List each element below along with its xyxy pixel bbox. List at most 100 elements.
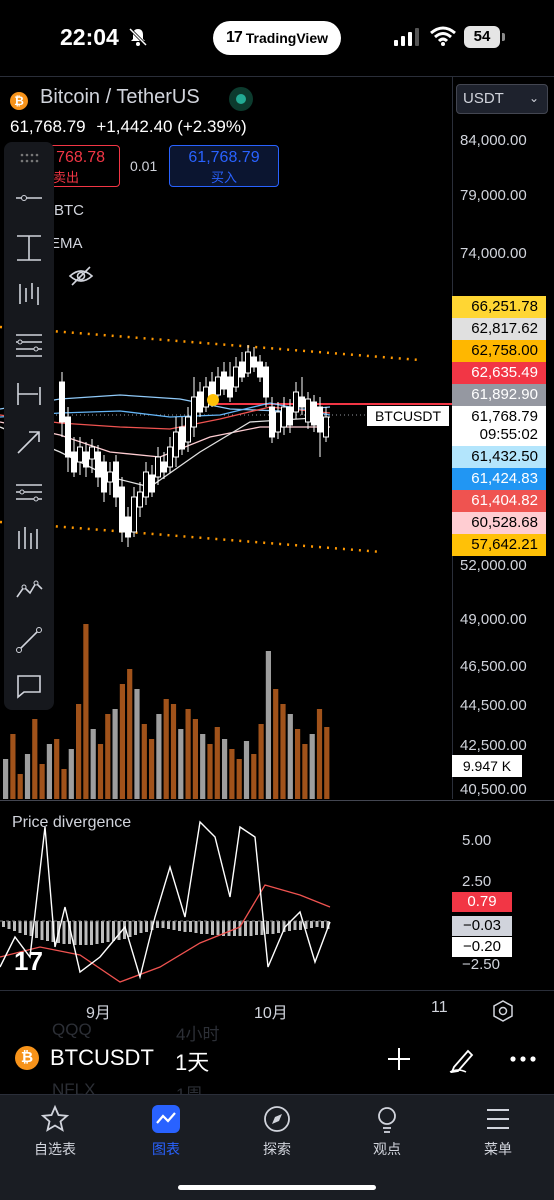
price-tag: 61,404.82 — [452, 490, 546, 512]
measure-tool-icon[interactable] — [9, 374, 49, 414]
volume-bars — [3, 624, 330, 799]
candle-body — [299, 396, 305, 408]
tab-menu[interactable]: 菜单 — [463, 1103, 533, 1159]
candle-body — [221, 371, 227, 390]
candle-body — [245, 351, 251, 374]
oscillator-axis-label: 2.50 — [462, 873, 492, 890]
fib-tool-icon[interactable] — [9, 324, 49, 364]
volume-bar — [236, 759, 242, 799]
candle-body — [179, 426, 185, 450]
price-tag: 61,432.50 — [452, 446, 546, 468]
eye-hidden-icon[interactable] — [68, 264, 94, 288]
candle-body — [311, 401, 317, 426]
candle-body — [203, 386, 209, 408]
volume-bar — [163, 699, 169, 799]
candle-body — [215, 376, 221, 396]
oscillator-bar — [7, 921, 11, 929]
oscillator-bar — [282, 921, 286, 932]
volume-bar — [54, 739, 60, 799]
buy-button[interactable]: 61,768.79 买入 — [169, 145, 279, 187]
oscillator-bar — [238, 921, 242, 936]
oscillator-bar — [79, 921, 82, 945]
oscillator-bar — [216, 921, 220, 935]
price-tag: 66,251.78 — [452, 296, 546, 318]
oscillator-bar — [95, 921, 99, 944]
oscillator-bar — [321, 921, 324, 928]
candles — [59, 345, 329, 547]
volume-bar — [112, 709, 118, 799]
oscillator-bar — [200, 921, 203, 934]
oscillator-bar — [315, 921, 319, 927]
oscillator-bar — [304, 921, 308, 929]
volume-bar — [207, 744, 213, 799]
sell-button[interactable]: 768.78 卖出 — [40, 145, 120, 187]
divider — [0, 76, 554, 77]
tab-chart[interactable]: 图表 — [131, 1103, 201, 1159]
volume-legend[interactable]: BTC — [54, 202, 84, 219]
symbol-title[interactable]: Bitcoin / TetherUS — [40, 86, 200, 108]
oscillator-bar — [211, 921, 214, 935]
symbol-price-tag: BTCUSDT — [366, 405, 450, 427]
interval-button[interactable]: 1天 — [175, 1050, 210, 1075]
vertical-line-tool-icon[interactable] — [9, 228, 49, 268]
volume-bar — [316, 709, 323, 799]
oscillator-main-line — [0, 820, 331, 980]
oscillator-bar — [288, 921, 291, 931]
bitcoin-icon: ₿ — [10, 92, 28, 110]
app-pill[interactable]: 17 TradingView — [213, 21, 341, 55]
oscillator-bar — [139, 921, 143, 933]
candle-body — [263, 366, 269, 398]
comment-tool-icon[interactable] — [9, 666, 49, 706]
candle-body — [287, 406, 293, 426]
candle-body — [323, 416, 329, 438]
oscillator-tag: −0.03 — [452, 916, 512, 936]
tab-watchlist[interactable]: 自选表 — [20, 1103, 90, 1159]
position-tool-icon[interactable] — [9, 472, 49, 512]
pattern-tool-icon[interactable] — [9, 570, 49, 610]
pen-icon[interactable] — [447, 1044, 477, 1074]
volume-bar — [258, 724, 264, 799]
pane-divider[interactable] — [0, 800, 554, 801]
candle-body — [269, 406, 275, 438]
oscillator-plot — [0, 820, 331, 983]
candle-body — [131, 496, 137, 533]
volume-bar — [265, 651, 271, 799]
price-summary: 61,768.79 +1,442.40 (+2.39%) — [10, 117, 247, 137]
time-axis-label: 11 — [431, 999, 448, 1016]
trend-line-tool-icon[interactable] — [9, 620, 49, 660]
arrow-tool-icon[interactable] — [9, 422, 49, 462]
candle-body — [119, 486, 125, 533]
candles-tool-icon[interactable] — [9, 274, 49, 314]
tab-ideas[interactable]: 观点 — [352, 1103, 422, 1159]
oscillator-bar — [271, 921, 275, 934]
menu-icon — [487, 1109, 509, 1129]
ghost-row-text: QQQ — [52, 1020, 92, 1039]
bitcoin-icon: ₿ — [15, 1046, 39, 1070]
plus-icon[interactable] — [384, 1044, 414, 1074]
volume-bar — [3, 759, 9, 799]
signal-icon — [394, 28, 419, 46]
volume-bar — [243, 741, 250, 799]
oscillator-bar — [101, 921, 104, 943]
currency-select[interactable]: USDT ⌄ — [456, 84, 548, 114]
symbol-search-button[interactable]: BTCUSDT — [50, 1045, 154, 1070]
volume-bar — [156, 714, 162, 799]
time-axis[interactable]: 9月 10月 11 — [0, 990, 554, 1028]
horizontal-line-tool-icon[interactable] — [9, 178, 49, 218]
price-tag: 57,642.21 — [452, 534, 546, 556]
price-axis-label: 79,000.00 — [460, 187, 527, 204]
gear-icon[interactable] — [492, 1000, 514, 1022]
indicators-tool-icon[interactable] — [9, 518, 49, 558]
oscillator-title[interactable]: Price divergence — [12, 814, 132, 831]
oscillator-bar — [222, 921, 225, 936]
candle-body — [197, 391, 203, 413]
candle-body — [281, 406, 287, 428]
tab-explore[interactable]: 探索 — [242, 1103, 312, 1159]
ema-legend[interactable]: EMA — [50, 235, 83, 252]
oscillator-bar — [134, 921, 137, 935]
more-icon[interactable] — [508, 1044, 538, 1074]
toolbar-drag-handle-icon[interactable] — [9, 148, 49, 168]
volume-bar — [251, 754, 257, 799]
price-chart[interactable]: 17 — [0, 77, 452, 990]
volume-bar — [229, 749, 235, 799]
